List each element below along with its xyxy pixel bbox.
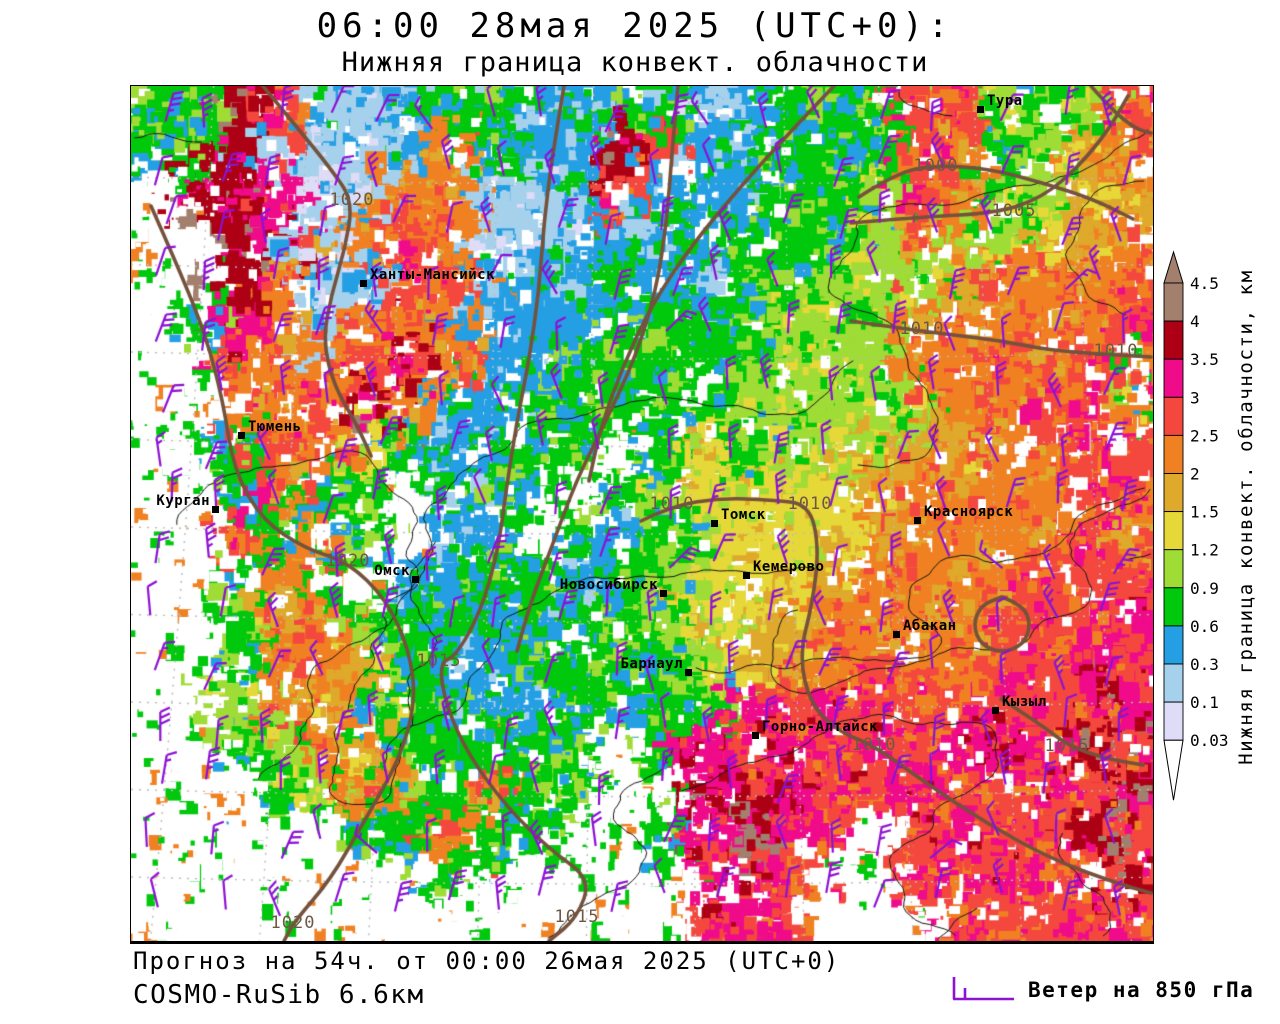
colorbar-tick-label: 0.9 [1190,579,1219,598]
colorbar-tick-label: 2.5 [1190,426,1219,445]
colorbar-tick-label: 3 [1190,388,1200,407]
colorbar-segment [1163,320,1184,360]
colorbar-tick-label: 0.3 [1190,655,1219,674]
colorbar-tick-label: 0.03 [1190,731,1229,750]
colorbar-tick-label: 1.5 [1190,503,1219,522]
colorbar-segment [1163,473,1184,513]
colorbar-segment [1163,511,1184,551]
colorbar-tick-label: 4.5 [1190,274,1219,293]
colorbar-segment [1163,434,1184,474]
colorbar-segment [1163,282,1184,322]
colorbar-tick-label: 0.1 [1190,693,1219,712]
colorbar-tick-label: 0.6 [1190,617,1219,636]
colorbar: 4.5 4 3.5 3 2.5 2 1.5 1.2 0.9 0.6 0.3 0.1 0.03 [1163,250,1229,801]
colorbar-arrow-down [1163,739,1184,801]
colorbar-segment [1163,549,1184,589]
colorbar-tick-label: 4 [1190,312,1200,331]
colorbar-tick-label: 1.2 [1190,541,1219,560]
colorbar-tick-label: 3.5 [1190,350,1219,369]
page-title-parameter: Нижняя граница конвект. облачности [341,47,929,78]
wind-legend: Ветер на 850 гПа [950,974,1254,1002]
wind-legend-label: Ветер на 850 гПа [1028,978,1255,1002]
colorbar-segment [1163,396,1184,436]
colorbar-tick-label: 2 [1190,465,1200,484]
page-title-datetime: 06:00 28мая 2025 (UTC+0): [316,6,954,46]
colorbar-segment [1163,701,1184,741]
colorbar-segment [1163,625,1184,665]
colorbar-arrow-up [1163,250,1184,284]
model-name-text: COSMO-RuSib 6.6км [133,980,425,1010]
colorbar-axis-title: Нижняя граница конвект. облачности, км [1235,269,1257,765]
wind-barb-icon [952,977,1014,1001]
colorbar-segment [1163,587,1184,627]
forecast-info-text: Прогноз на 54ч. от 00:00 26мая 2025 (UTC… [133,947,841,975]
colorbar-segment [1163,358,1184,398]
weather-map-canvas [130,85,1154,944]
colorbar-segment [1163,663,1184,703]
